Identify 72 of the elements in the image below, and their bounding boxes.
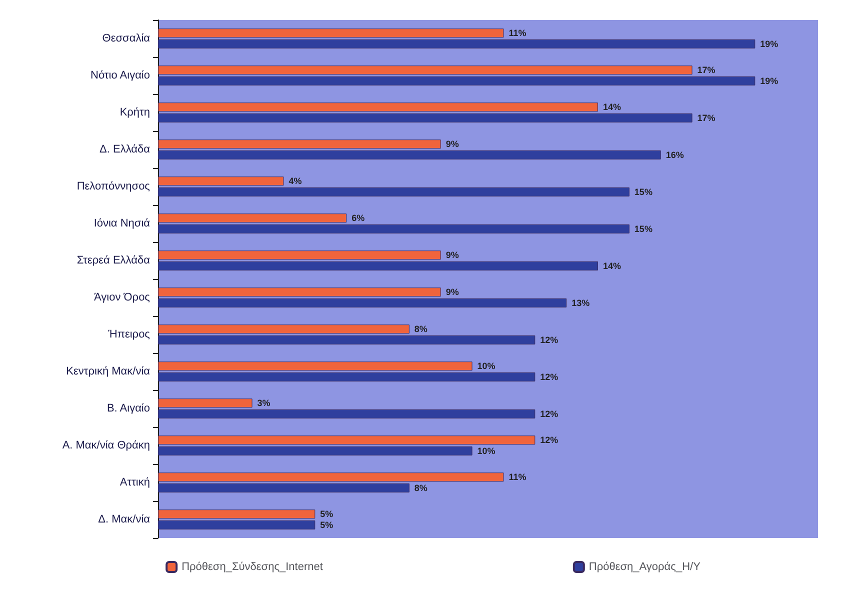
bar	[158, 187, 630, 196]
bar	[158, 250, 441, 260]
data-label: 19%	[760, 76, 778, 86]
bar	[158, 324, 410, 334]
bar	[158, 66, 692, 75]
y-tick-label: Άγιον Όρος	[94, 292, 150, 304]
data-label: 12%	[540, 408, 558, 419]
bar	[158, 436, 536, 445]
data-label: 13%	[572, 298, 590, 308]
bar	[158, 224, 630, 234]
bar	[158, 261, 598, 270]
data-label: 12%	[540, 435, 558, 446]
data-label: 5%	[320, 509, 334, 520]
data-label: 14%	[603, 260, 622, 271]
bar	[158, 398, 252, 408]
data-label: 3%	[257, 398, 270, 408]
y-tick-label: Νότιο Αιγαίο	[90, 70, 150, 82]
y-tick-label: Αττική	[120, 476, 150, 488]
bar	[158, 372, 536, 382]
y-tick-label: Α. Μακ/νία Θράκη	[62, 440, 150, 452]
data-label: 8%	[414, 482, 428, 493]
bar	[158, 28, 504, 38]
bar	[158, 288, 441, 297]
data-label: 14%	[603, 102, 622, 112]
legend-label: Πρόθεση_Αγοράς_Η/Υ	[588, 561, 702, 573]
bar	[158, 483, 410, 492]
y-tick-label: Πελοπόννησος	[76, 180, 150, 192]
data-label: 9%	[446, 139, 459, 150]
y-tick-label: Δ. Ελλάδα	[100, 144, 151, 156]
data-label: 6%	[352, 213, 365, 224]
data-label: 12%	[540, 334, 558, 345]
bar	[158, 140, 441, 149]
data-label: 11%	[508, 472, 526, 482]
bar	[158, 335, 536, 344]
bar	[158, 409, 536, 418]
data-label: 9%	[446, 250, 459, 260]
data-label: 16%	[666, 150, 684, 160]
bar	[158, 176, 284, 186]
data-label: 12%	[540, 372, 558, 382]
bar	[158, 150, 661, 160]
bar	[158, 520, 316, 530]
bar	[158, 214, 347, 223]
data-label: 10%	[477, 361, 496, 372]
legend-label: Πρόθεση_Σύνδεσης_Internet	[182, 561, 323, 573]
data-label: 8%	[414, 324, 428, 334]
y-tick-label: Ιόνια Νησιά	[94, 218, 151, 230]
y-tick-label: Κρήτη	[120, 106, 150, 118]
data-label: 19%	[760, 38, 778, 49]
bar	[158, 510, 316, 519]
y-tick-label: Δ. Μακ/νία	[98, 514, 151, 526]
bar	[158, 446, 472, 456]
y-tick-label: Ήπειρος	[107, 328, 150, 340]
data-label: 4%	[288, 176, 302, 186]
y-tick-label: Κεντρική Μακ/νία	[66, 366, 151, 378]
data-label: 11%	[508, 28, 526, 38]
data-label: 17%	[697, 112, 716, 123]
bar	[158, 113, 692, 122]
data-label: 9%	[446, 287, 459, 298]
bar	[158, 76, 756, 86]
data-label: 15%	[634, 224, 652, 234]
bar	[158, 362, 472, 371]
bar	[158, 472, 504, 482]
data-label: 10%	[477, 446, 496, 456]
data-label: 15%	[634, 186, 652, 197]
bar	[158, 298, 567, 308]
data-label: 5%	[320, 520, 334, 530]
bar	[158, 39, 756, 48]
y-tick-label: Β. Αιγαίο	[106, 402, 150, 414]
y-tick-label: Στερεά Ελλάδα	[76, 254, 151, 266]
bar	[158, 102, 598, 112]
data-label: 17%	[697, 65, 716, 76]
y-tick-label: Θεσσαλία	[102, 32, 151, 44]
